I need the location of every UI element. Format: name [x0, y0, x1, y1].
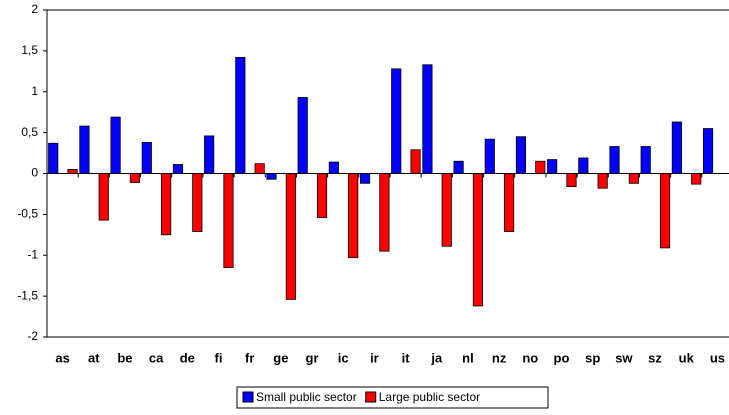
bar: [379, 173, 390, 252]
y-tick-label: 1: [31, 84, 38, 98]
bar: [535, 160, 546, 174]
bar: [67, 169, 78, 174]
bar: [266, 173, 277, 180]
x-tick-label: ir: [370, 350, 379, 365]
bar: [141, 142, 152, 174]
bar: [640, 146, 651, 174]
bar: [597, 173, 608, 189]
y-tick-label: -1: [27, 247, 38, 261]
bar: [328, 161, 339, 174]
x-tick-label: no: [522, 350, 538, 365]
bar: [547, 159, 558, 174]
bar: [691, 173, 702, 185]
bar: [79, 125, 90, 174]
x-tick-label: nz: [492, 350, 507, 365]
x-tick-label: sw: [615, 350, 633, 365]
bar: [566, 173, 577, 187]
x-tick-label: ic: [338, 350, 349, 365]
x-tick-label: fi: [215, 350, 223, 365]
bar: [359, 173, 371, 184]
x-tick-label: ja: [430, 350, 443, 365]
y-tick-label: 2: [31, 2, 38, 16]
x-tick-label: sz: [648, 350, 662, 365]
legend-label: Small public sector: [256, 390, 357, 404]
bar: [297, 97, 308, 174]
legend-label: Large public sector: [379, 390, 480, 404]
legend-swatch: [242, 391, 254, 403]
y-tick-label: -2: [27, 329, 38, 343]
x-tick-label: po: [554, 350, 570, 365]
x-tick-label: nl: [462, 350, 474, 365]
bar: [235, 57, 246, 174]
y-tick-label: -0,5: [17, 207, 38, 221]
x-tick-label: ca: [149, 350, 164, 365]
y-tick-label: 0: [31, 166, 38, 180]
y-tick-label: 1,5: [21, 43, 38, 57]
x-tick-label: uk: [679, 350, 695, 365]
bar: [391, 68, 402, 174]
bar: [609, 146, 620, 174]
y-tick-label: 0,5: [21, 125, 38, 139]
bar: [410, 149, 421, 174]
bar: [504, 173, 515, 232]
bar: [48, 142, 59, 174]
y-tick-label: -1,5: [17, 288, 38, 302]
x-tick-label: as: [55, 350, 69, 365]
x-tick-label: it: [402, 350, 411, 365]
bar: [223, 173, 234, 268]
bar: [254, 163, 265, 174]
legend-box: [236, 386, 549, 409]
bar: [348, 173, 359, 259]
x-tick-label: de: [180, 350, 195, 365]
bar: [285, 173, 296, 300]
x-tick-label: be: [117, 350, 132, 365]
bar: [129, 173, 141, 183]
bar: [702, 128, 714, 174]
bar: [110, 116, 121, 174]
legend: Small public sector Large public sector: [236, 386, 549, 409]
bar: [628, 173, 639, 184]
bar: [659, 173, 671, 249]
bar: [453, 160, 464, 174]
x-tick-label: fr: [245, 350, 254, 365]
bar: [192, 173, 203, 232]
bar: [172, 164, 184, 174]
bar: [316, 173, 328, 219]
bar: [204, 135, 215, 174]
x-tick-label: ge: [273, 350, 288, 365]
x-tick-label: us: [710, 350, 725, 365]
bar: [161, 173, 172, 236]
x-tick-label: at: [88, 350, 100, 365]
bar: [98, 173, 109, 221]
bar: [422, 64, 433, 174]
x-tick-label: sp: [585, 350, 600, 365]
bar: [441, 173, 452, 247]
bar: [578, 157, 589, 174]
bar: [515, 136, 527, 174]
legend-swatch: [365, 391, 377, 403]
bar: [484, 138, 495, 174]
x-tick-label: gr: [306, 350, 319, 365]
bar: [671, 121, 682, 174]
bar: [472, 173, 484, 307]
